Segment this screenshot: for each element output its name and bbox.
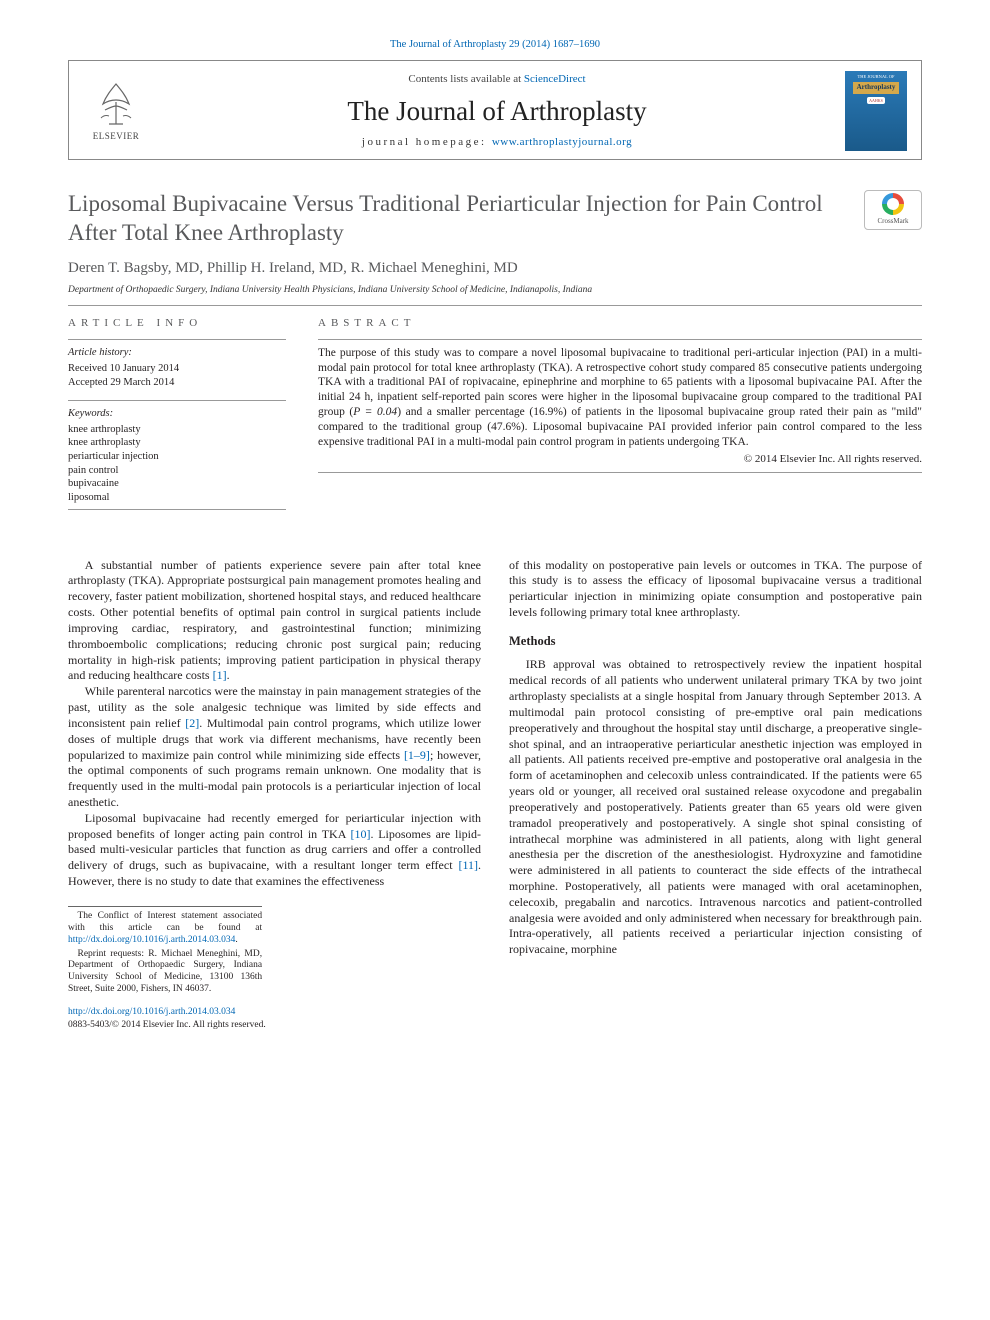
citation-link[interactable]: [1–9]: [404, 748, 430, 762]
elsevier-tree-icon: [91, 80, 141, 128]
body-text: A substantial number of patients experie…: [68, 558, 922, 1032]
paragraph: Liposomal bupivacaine had recently emerg…: [68, 811, 481, 890]
received-date: Received 10 January 2014: [68, 362, 286, 376]
cover-badge: AAHKS: [867, 97, 885, 104]
citation-link[interactable]: [10]: [350, 827, 370, 841]
paragraph: While parenteral narcotics were the main…: [68, 684, 481, 811]
history-label: Article history:: [68, 346, 286, 360]
accepted-date: Accepted 29 March 2014: [68, 376, 286, 390]
journal-homepage: journal homepage: www.arthroplastyjourna…: [163, 135, 831, 150]
divider: [68, 305, 922, 306]
affiliation: Department of Orthopaedic Surgery, India…: [68, 284, 922, 297]
citation-link[interactable]: [11]: [458, 858, 478, 872]
journal-header: ELSEVIER Contents lists available at Sci…: [68, 60, 922, 160]
crossmark-label: CrossMark: [877, 217, 908, 226]
crossmark-button[interactable]: CrossMark: [864, 190, 922, 230]
issn-copyright: 0883-5403/© 2014 Elsevier Inc. All right…: [68, 1019, 481, 1032]
cover-title-text: Arthroplasty: [853, 82, 900, 93]
abstract-text: The purpose of this study was to compare…: [318, 339, 922, 467]
footnotes: The Conflict of Interest statement assoc…: [68, 906, 262, 996]
conflict-of-interest-note: The Conflict of Interest statement assoc…: [68, 911, 262, 947]
citation-link[interactable]: [1]: [213, 668, 227, 682]
p-value: P = 0.04: [353, 406, 397, 418]
contents-available: Contents lists available at ScienceDirec…: [163, 72, 831, 87]
keyword: knee arthroplasty: [68, 423, 286, 437]
article-info-heading: article info: [68, 316, 286, 331]
citation-link[interactable]: [2]: [185, 716, 199, 730]
contents-prefix: Contents lists available at: [408, 73, 523, 85]
reprint-requests: Reprint requests: R. Michael Meneghini, …: [68, 949, 262, 997]
homepage-link[interactable]: www.arthroplastyjournal.org: [492, 136, 632, 148]
abstract-body-2: ) and a smaller percentage (16.9%) of pa…: [318, 406, 922, 448]
article-title: Liposomal Bupivacaine Versus Traditional…: [68, 190, 844, 248]
keyword: periarticular injection: [68, 450, 286, 464]
abstract-heading: abstract: [318, 316, 922, 331]
homepage-prefix: journal homepage:: [362, 136, 492, 148]
paragraph: A substantial number of patients experie…: [68, 558, 481, 685]
keyword: pain control: [68, 464, 286, 478]
elsevier-label: ELSEVIER: [93, 130, 140, 142]
journal-cover-thumbnail[interactable]: THE JOURNAL OF Arthroplasty AAHKS: [845, 71, 907, 151]
abstract-column: abstract The purpose of this study was t…: [318, 316, 922, 520]
running-head[interactable]: The Journal of Arthroplasty 29 (2014) 16…: [68, 38, 922, 52]
journal-title: The Journal of Arthroplasty: [163, 93, 831, 129]
keywords-block: Keywords: knee arthroplasty knee arthrop…: [68, 400, 286, 509]
keyword: knee arthroplasty: [68, 436, 286, 450]
crossmark-icon: [882, 193, 904, 215]
keyword: liposomal: [68, 491, 286, 505]
identifier-block: http://dx.doi.org/10.1016/j.arth.2014.03…: [68, 1006, 481, 1031]
authors: Deren T. Bagsby, MD, Phillip H. Ireland,…: [68, 258, 922, 278]
copyright-line: © 2014 Elsevier Inc. All rights reserved…: [318, 452, 922, 466]
paragraph: of this modality on postoperative pain l…: [509, 558, 922, 621]
doi-link[interactable]: http://dx.doi.org/10.1016/j.arth.2014.03…: [68, 1007, 235, 1017]
keywords-label: Keywords:: [68, 407, 286, 421]
cover-top-text: THE JOURNAL OF: [857, 75, 894, 80]
article-info-column: article info Article history: Received 1…: [68, 316, 286, 520]
keyword: bupivacaine: [68, 477, 286, 491]
sciencedirect-link[interactable]: ScienceDirect: [524, 73, 586, 85]
elsevier-logo[interactable]: ELSEVIER: [83, 75, 149, 147]
paragraph: IRB approval was obtained to retrospecti…: [509, 657, 922, 958]
methods-heading: Methods: [509, 633, 922, 650]
header-center: Contents lists available at ScienceDirec…: [163, 72, 831, 150]
coi-link[interactable]: http://dx.doi.org/10.1016/j.arth.2014.03…: [68, 935, 235, 945]
article-history: Article history: Received 10 January 201…: [68, 339, 286, 391]
